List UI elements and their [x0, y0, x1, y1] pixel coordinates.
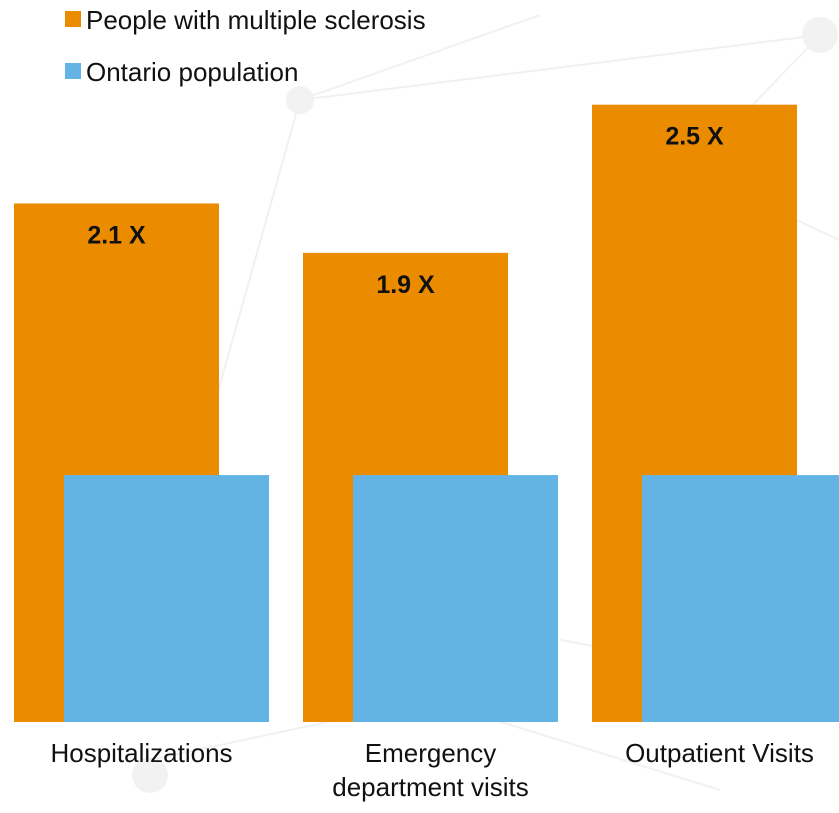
category-label-3-line-1: Outpatient Visits	[625, 738, 814, 768]
data-label-3: 2.5 X	[665, 123, 724, 151]
category-labels: Hospitalizations Emergency department visi…	[50, 738, 813, 802]
data-labels: 2.1 X 1.9 X 2.5 X	[87, 123, 724, 299]
legend: People with multiple sclerosis Ontario po…	[65, 5, 426, 87]
category-label-2-line-2: department visits	[332, 772, 529, 802]
category-label-2: Emergency department visits	[332, 738, 529, 802]
data-label-1: 2.1 X	[87, 221, 146, 249]
data-label-2: 1.9 X	[376, 271, 435, 299]
legend-label-1: People with multiple sclerosis	[86, 5, 426, 35]
bar-ontario-1	[64, 475, 269, 722]
bar-ontario-2	[353, 475, 558, 722]
bars	[14, 104, 839, 722]
category-label-3: Outpatient Visits	[625, 738, 814, 768]
legend-swatch-2	[65, 63, 81, 79]
legend-swatch-1	[65, 11, 81, 27]
category-label-1: Hospitalizations	[50, 738, 232, 768]
category-label-1-line-1: Hospitalizations	[50, 738, 232, 768]
category-label-2-line-1: Emergency	[365, 738, 497, 768]
bar-ontario-3	[642, 475, 839, 722]
legend-label-2: Ontario population	[86, 57, 298, 87]
